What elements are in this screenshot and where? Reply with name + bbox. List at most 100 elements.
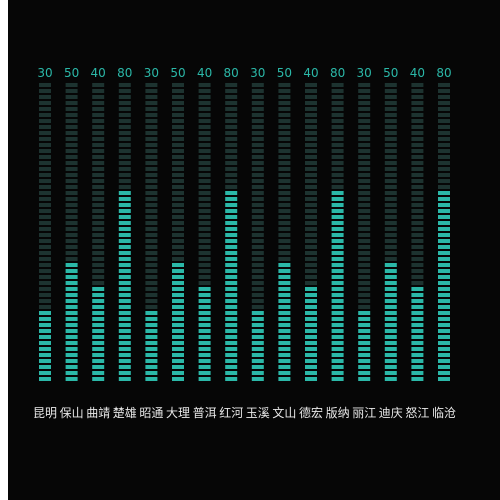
bar-segment-filled <box>384 341 397 345</box>
bar-segment-filled <box>145 347 158 351</box>
bar-segment-empty <box>118 155 131 159</box>
bar-segment-filled <box>118 317 131 321</box>
bar-segment-filled <box>39 329 51 333</box>
bar-segment-empty <box>39 131 51 135</box>
bar-segment-empty <box>305 167 317 171</box>
bar-segment-filled <box>39 317 51 321</box>
bar-segment-empty <box>358 203 371 207</box>
bar-segment-filled <box>438 353 450 357</box>
bar-segment-empty <box>251 263 264 267</box>
bar-segment-empty <box>358 281 371 285</box>
bar-segment-filled <box>39 323 51 327</box>
bar-segment-filled <box>225 245 238 249</box>
bar-16 <box>438 83 450 381</box>
bar-segment-empty <box>251 197 264 201</box>
bar-segment-empty <box>278 245 291 249</box>
bar-segment-empty <box>438 167 450 171</box>
bar-segment-empty <box>438 125 450 129</box>
bar-segment-empty <box>145 107 158 111</box>
bar-segment-filled <box>118 197 131 201</box>
bar-segment-empty <box>198 173 211 177</box>
bar-segment-empty <box>225 179 238 183</box>
bar-segment-empty <box>438 89 450 93</box>
bar-segment-filled <box>118 347 131 351</box>
bar-segment-empty <box>331 101 344 105</box>
bar-segment-filled <box>384 305 397 309</box>
bar-segment-empty <box>198 233 211 237</box>
bar-segment-filled <box>92 287 105 291</box>
bar-segment-empty <box>225 131 238 135</box>
bar-segment-empty <box>172 131 184 135</box>
bar-segment-empty <box>92 197 105 201</box>
bar-segment-empty <box>198 161 211 165</box>
bar-segment-empty <box>145 137 158 141</box>
bar-segment-empty <box>198 197 211 201</box>
category-label: 楚雄 <box>113 405 137 420</box>
bar-segment-empty <box>225 143 238 147</box>
bar-segment-empty <box>145 173 158 177</box>
bar-segment-empty <box>145 113 158 117</box>
bar-segment-filled <box>225 359 238 363</box>
bar-segment-empty <box>118 131 131 135</box>
bar-segment-empty <box>411 155 424 159</box>
bar-segment-filled <box>65 359 78 363</box>
bar-segment-empty <box>145 119 158 123</box>
bar-segment-filled <box>65 311 78 315</box>
bar-segment-empty <box>198 89 211 93</box>
bar-segment-filled <box>331 377 344 381</box>
bar-segment-empty <box>438 119 450 123</box>
bar-segment-empty <box>39 215 51 219</box>
bar-segment-filled <box>118 251 131 255</box>
bar-segment-empty <box>145 293 158 297</box>
bar-segment-empty <box>172 215 184 219</box>
bar-segment-empty <box>278 185 291 189</box>
bar-segment-filled <box>438 263 450 267</box>
bar-segment-empty <box>358 101 371 105</box>
bar-segment-empty <box>172 197 184 201</box>
bar-segment-filled <box>278 311 291 315</box>
bar-segment-empty <box>331 137 344 141</box>
bar-segment-filled <box>438 215 450 219</box>
bar-segment-filled <box>92 377 105 381</box>
bar-segment-empty <box>331 131 344 135</box>
bar-segment-filled <box>331 191 344 195</box>
bar-segment-empty <box>411 83 424 87</box>
bar-segment-empty <box>92 149 105 153</box>
bar-segment-empty <box>145 245 158 249</box>
bar-segment-empty <box>145 155 158 159</box>
bar-segment-empty <box>278 233 291 237</box>
bar-segment-filled <box>198 353 211 357</box>
bar-segment-empty <box>65 251 78 255</box>
bar-segment-filled <box>118 263 131 267</box>
bar-segment-empty <box>65 233 78 237</box>
bar-segment-empty <box>198 239 211 243</box>
bar-segment-empty <box>251 305 264 309</box>
bar-segment-filled <box>411 317 424 321</box>
bar-segment-empty <box>251 227 264 231</box>
bar-segment-empty <box>39 203 51 207</box>
bar-segment-empty <box>65 227 78 231</box>
bar-segment-empty <box>225 155 238 159</box>
bar-segment-empty <box>65 209 78 213</box>
bar-segment-empty <box>411 233 424 237</box>
bar-segment-empty <box>331 155 344 159</box>
bar-segment-empty <box>411 95 424 99</box>
bar-segment-filled <box>358 353 371 357</box>
bar-segment-empty <box>411 149 424 153</box>
bar-segment-empty <box>305 275 317 279</box>
bar-segment-filled <box>331 263 344 267</box>
bar-segment-empty <box>411 107 424 111</box>
bar-segment-filled <box>411 329 424 333</box>
bar-segment-empty <box>39 197 51 201</box>
bar-segment-filled <box>278 359 291 363</box>
bar-segment-empty <box>384 125 397 129</box>
bar-segment-empty <box>92 185 105 189</box>
bar-segment-empty <box>39 227 51 231</box>
bar-segment-filled <box>438 365 450 369</box>
bar-segment-filled <box>225 215 238 219</box>
bar-segment-filled <box>92 353 105 357</box>
bar-segment-empty <box>65 89 78 93</box>
bar-segment-empty <box>172 251 184 255</box>
bar-segment-filled <box>92 365 105 369</box>
bar-segment-filled <box>411 353 424 357</box>
